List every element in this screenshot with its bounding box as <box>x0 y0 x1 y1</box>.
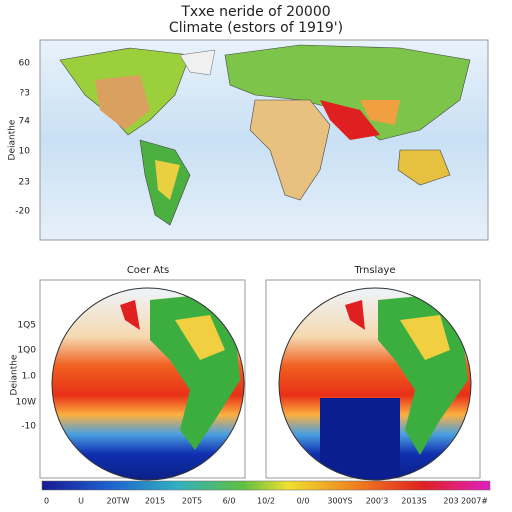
y-tick-label: 1.0 <box>22 372 37 382</box>
y-tick-label: 1Q5 <box>17 321 36 331</box>
world-map <box>39 39 489 241</box>
colorbar-label: U <box>78 497 84 506</box>
y-tick-label: 60 <box>19 59 31 69</box>
colorbar-label: 20TW <box>107 497 130 506</box>
y-tick-label: 23 <box>19 178 30 188</box>
globe-outline <box>278 287 472 481</box>
y-tick-label: 74 <box>19 117 31 127</box>
colorbar-labels: 0 U 20TW 2015 20T5 6/0 10/2 0/0 300YS 200'3 2013S 2… <box>44 497 488 506</box>
colorbar-label: 2007# <box>461 497 488 506</box>
panel-title: Coer Ats <box>127 265 169 276</box>
axis-label: Deianthe <box>10 354 20 395</box>
colorbar-label: 2013S <box>401 497 426 506</box>
colorbar-label: 2015 <box>145 497 165 506</box>
globe <box>279 288 471 480</box>
colorbar-label: 300YS <box>327 497 352 506</box>
y-tick-label: 10W <box>16 398 36 408</box>
y-tick-label: -10 <box>21 422 36 432</box>
colorbar-label: 0 <box>44 497 49 506</box>
axis-label: Deianthe <box>8 119 18 160</box>
y-tick-label: 10 <box>19 147 31 157</box>
title-line: Txxe neride of 20000 <box>180 4 330 20</box>
y-tick-label: -20 <box>15 207 30 217</box>
colorbar-label: 6/0 <box>223 497 236 506</box>
globe-outline <box>51 287 245 481</box>
colorbar-label: 0/0 <box>297 497 310 506</box>
y-tick-label: 1Q0 <box>17 346 36 356</box>
colorbar-label: 203 <box>443 497 458 506</box>
colorbar <box>41 480 491 491</box>
title-line: Climate (estors of 1919') <box>169 20 343 36</box>
colorbar-label: 200'3 <box>366 497 389 506</box>
y-tick-label: ?3 <box>19 89 30 99</box>
colorbar-label: 10/2 <box>257 497 275 506</box>
globe <box>52 288 244 480</box>
panel-title: Trnslaye <box>353 265 395 276</box>
colorbar-label: 20T5 <box>182 497 202 506</box>
